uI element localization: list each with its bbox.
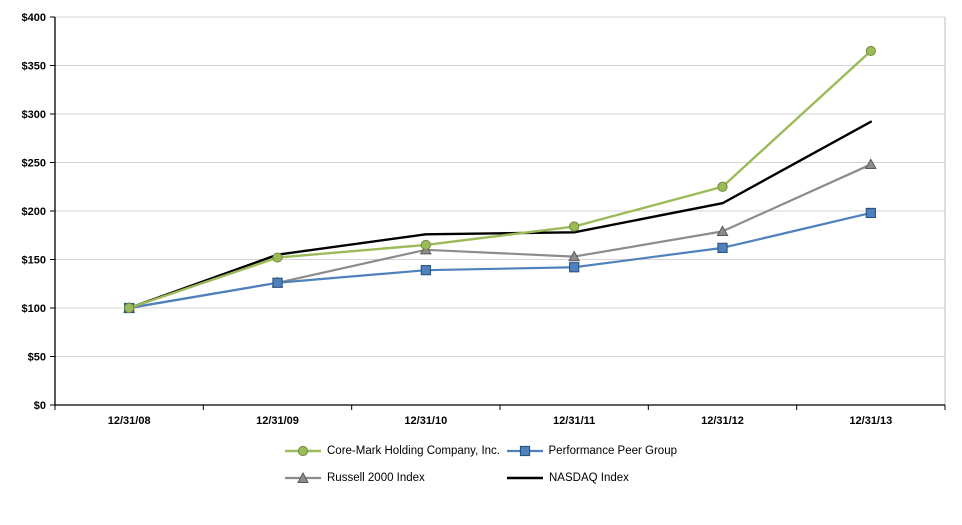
data-point-marker	[864, 158, 877, 170]
data-point-marker	[420, 239, 431, 251]
data-point-marker	[272, 277, 283, 288]
data-point-marker	[272, 252, 283, 263]
data-point-marker	[865, 45, 876, 57]
legend-row: Russell 2000 Index NASDAQ Index	[0, 471, 962, 485]
legend-label: NASDAQ Index	[549, 472, 629, 484]
data-point-marker	[717, 242, 728, 253]
legend-label: Core-Mark Holding Company, Inc.	[327, 445, 500, 457]
x-tick-label: 12/31/08	[108, 415, 151, 427]
x-tick-label: 12/31/11	[553, 415, 595, 427]
series-line	[127, 120, 873, 310]
legend-marker-triangle-icon	[285, 471, 321, 483]
plot-area: $0 $50 $100 $150 $200 $250 $300 $350 $400 12/31/0…	[22, 12, 946, 427]
legend-row: Core-Mark Holding Company, Inc. Performan…	[0, 444, 962, 458]
legend-marker-square-icon	[507, 445, 543, 457]
data-point-marker	[717, 181, 728, 192]
x-tick-label: 12/31/10	[404, 415, 447, 427]
y-tick-label: $100	[22, 303, 46, 315]
x-tick-label: 12/31/13	[849, 415, 892, 427]
y-tick-label: $0	[34, 400, 46, 412]
y-tick-label: $50	[28, 352, 46, 364]
data-point-marker	[569, 262, 580, 273]
legend-item: Russell 2000 Index	[285, 471, 507, 485]
series-1	[124, 207, 876, 314]
legend-item: Core-Mark Holding Company, Inc.	[285, 444, 507, 458]
legend-marker-circle-icon	[285, 445, 321, 457]
series-line	[127, 49, 873, 310]
legend-label: Russell 2000 Index	[327, 472, 425, 484]
data-point-marker	[716, 225, 729, 236]
series-0	[124, 45, 876, 314]
data-point-marker	[124, 302, 135, 314]
y-tick-label: $200	[22, 206, 46, 218]
data-point-marker	[569, 221, 580, 232]
y-tick-label: $350	[22, 61, 46, 73]
legend-marker-line-icon	[507, 476, 543, 480]
y-tick-label: $150	[22, 255, 46, 267]
data-point-marker	[420, 265, 431, 276]
series-line	[128, 211, 872, 310]
data-point-marker	[865, 207, 876, 219]
data-point-marker	[568, 250, 581, 262]
legend-item: NASDAQ Index	[507, 471, 677, 485]
x-tick-label: 12/31/09	[256, 415, 299, 427]
series-3	[127, 120, 873, 310]
chart-legend: Core-Mark Holding Company, Inc. Performan…	[0, 444, 962, 485]
y-tick-label: $300	[22, 109, 46, 121]
y-tick-label: $250	[22, 158, 46, 170]
y-tick-label: $400	[22, 12, 46, 24]
x-tick-label: 12/31/12	[701, 415, 744, 427]
legend-label: Performance Peer Group	[548, 445, 677, 457]
legend-item: Performance Peer Group	[507, 444, 677, 458]
